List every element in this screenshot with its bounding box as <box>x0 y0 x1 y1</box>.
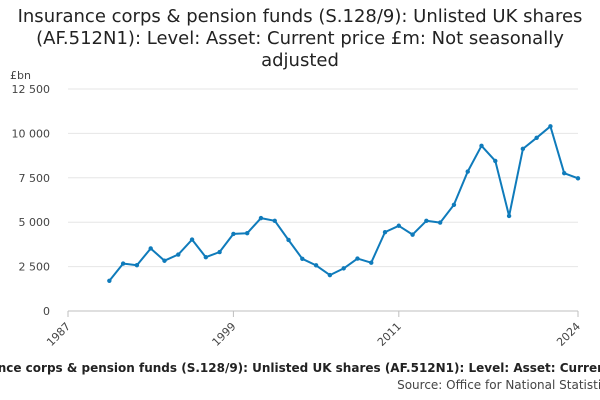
data-point <box>382 229 388 235</box>
y-tick-label: 0 <box>43 305 50 318</box>
footer-caption: Insurance corps & pension funds (S.128/9… <box>0 361 600 375</box>
data-point <box>465 169 470 174</box>
data-point <box>148 246 153 251</box>
data-point <box>341 266 346 271</box>
y-tick-label: 7 500 <box>19 172 51 185</box>
data-point <box>410 232 415 237</box>
data-series <box>107 124 581 284</box>
data-point <box>575 176 581 181</box>
data-point <box>437 220 443 225</box>
y-tick-label: 10 000 <box>12 127 51 140</box>
data-point <box>355 256 360 261</box>
footer-caption-text: Insurance corps & pension funds (S.128/9… <box>0 361 600 375</box>
y-axis-ticks: 0 2 500 5 000 7 500 10 000 12 500 <box>12 83 51 318</box>
data-point <box>369 260 374 265</box>
data-point <box>493 158 498 164</box>
x-axis: 1987 1999 2011 2024 <box>44 310 583 349</box>
x-tick-label: 2011 <box>375 320 404 349</box>
x-tick-label: 1987 <box>44 320 73 349</box>
data-point <box>451 202 457 207</box>
data-point <box>286 237 291 243</box>
data-point <box>424 218 429 223</box>
data-point <box>272 218 277 223</box>
data-point <box>506 213 512 219</box>
data-point <box>313 263 319 268</box>
x-tick-label: 1999 <box>210 320 239 349</box>
data-point <box>120 261 126 266</box>
data-point <box>217 249 222 255</box>
y-tick-label: 2 500 <box>19 261 51 274</box>
data-point <box>244 231 250 236</box>
y-tick-label: 5 000 <box>19 216 51 229</box>
data-point <box>534 135 539 141</box>
data-point <box>300 256 305 261</box>
data-point <box>258 215 264 221</box>
footer-source: Source: Office for National Statistics <box>383 378 600 392</box>
data-point <box>520 146 526 152</box>
y-axis-label: £bn <box>10 69 31 82</box>
data-point <box>396 223 402 228</box>
data-point <box>327 272 333 278</box>
data-point <box>134 262 140 268</box>
data-point <box>189 237 195 242</box>
gridlines <box>68 88 578 268</box>
data-point <box>203 254 209 260</box>
series-line <box>108 125 579 282</box>
chart-title: Insurance corps & pension funds (S.128/9… <box>17 6 583 71</box>
data-point <box>162 258 167 263</box>
data-point <box>479 143 484 149</box>
footer-source-text: Source: Office for National Statistics <box>397 378 600 392</box>
data-point <box>548 124 553 129</box>
data-point <box>176 252 181 257</box>
y-tick-label: 12 500 <box>12 83 51 96</box>
x-tick-label: 2024 <box>554 320 583 349</box>
data-point <box>107 278 112 284</box>
data-point <box>231 231 236 237</box>
data-point <box>562 170 567 176</box>
